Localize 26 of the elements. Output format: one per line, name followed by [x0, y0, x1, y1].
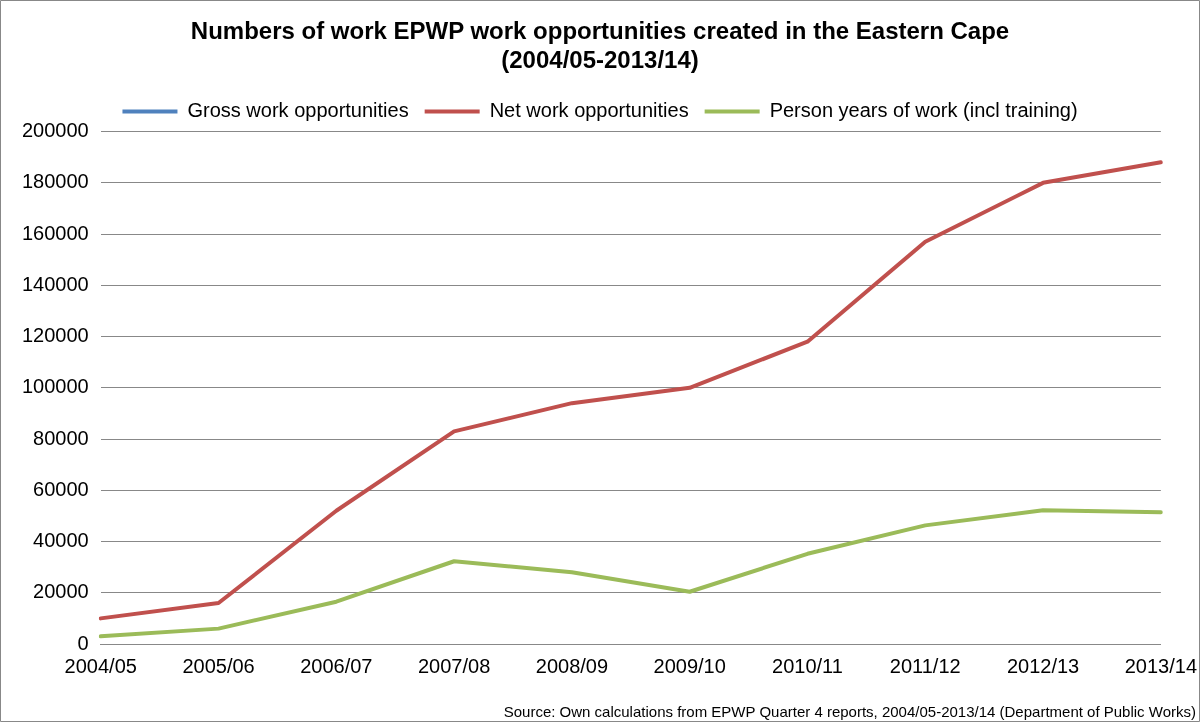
chart-title: Numbers of work EPWP work opportunities created in the Eastern Cape (2004/05-2013/14) — [190, 17, 1010, 73]
y-tick-label: 20000 — [33, 580, 89, 603]
x-tick-label: 2004/05 — [64, 654, 137, 677]
x-tick-label: 2012/13 — [1006, 654, 1080, 677]
y-tick-label: 160000 — [21, 221, 89, 244]
y-tick-label: 80000 — [33, 426, 89, 449]
y-tick-label: 180000 — [21, 170, 89, 193]
x-tick-label: 2013/14 — [1124, 654, 1197, 677]
legend-label: Person years of work (incl training) — [769, 99, 1078, 122]
y-tick-label: 120000 — [21, 324, 89, 347]
legend-label: Net work opportunities — [489, 99, 689, 122]
y-tick-label: 200000 — [21, 119, 89, 142]
x-tick-label: 2006/07 — [300, 654, 373, 677]
source-note: Source: Own calculations from EPWP Quarter 4 reports, 2004/05-2013/14 (Department of Public Works) — [503, 702, 1196, 720]
y-tick-label: 60000 — [33, 477, 89, 500]
x-tick-label: 2010/11 — [772, 654, 843, 677]
y-tick-label: 140000 — [21, 272, 89, 295]
x-tick-label: 2011/12 — [889, 654, 961, 677]
x-tick-label: 2008/09 — [535, 654, 609, 677]
legend-label: Gross work opportunities — [187, 99, 409, 122]
x-tick-label: 2009/10 — [653, 654, 726, 677]
y-tick-label: 100000 — [21, 375, 89, 398]
y-tick-label: 40000 — [33, 529, 89, 552]
y-tick-label: 0 — [77, 631, 89, 654]
x-tick-label: 2005/06 — [182, 654, 255, 677]
x-tick-label: 2007/08 — [417, 654, 491, 677]
